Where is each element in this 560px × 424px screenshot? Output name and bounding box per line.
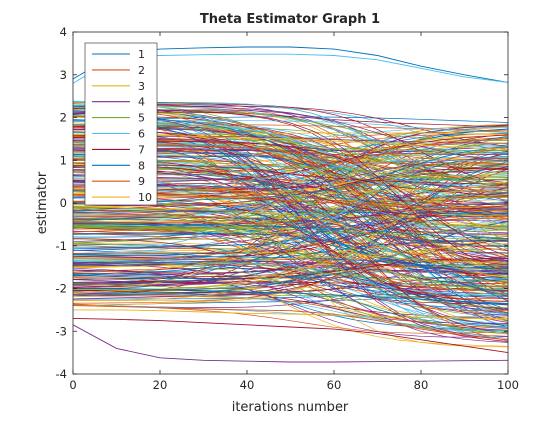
y-tick-label: 3 (60, 68, 67, 82)
series-line-4 (72, 324, 509, 363)
trajectory-line (72, 209, 509, 250)
trajectory-line (72, 196, 508, 233)
trajectory-line (72, 135, 509, 291)
trajectory-line (72, 221, 509, 280)
x-tick-label: 80 (414, 378, 429, 392)
series-line-8 (73, 288, 509, 304)
y-tick-label: -4 (56, 367, 67, 381)
chart-title: Theta Estimator Graph 1 (200, 12, 380, 27)
y-tick-label: -3 (56, 324, 67, 338)
legend-label: 6 (138, 128, 145, 141)
y-tick-label: 2 (60, 111, 67, 125)
y-tick-label: 0 (60, 196, 67, 210)
trajectory-line (72, 209, 509, 302)
trajectory-line (72, 238, 509, 305)
trajectory-line (72, 196, 509, 230)
trajectory-line (72, 168, 509, 228)
legend-items: 1 2 3 4 5 6 7 8 9 10 (92, 48, 152, 204)
trajectory-line (72, 292, 509, 333)
trajectory-line (72, 205, 509, 258)
legend-label: 5 (138, 112, 145, 125)
trajectory-line (72, 264, 509, 302)
trajectory-line (73, 126, 509, 250)
trajectory-line (72, 213, 509, 295)
x-tick-label: 40 (240, 378, 255, 392)
x-axis-label: iterations number (232, 400, 349, 415)
trajectory-line (72, 208, 509, 252)
legend-label: 9 (138, 175, 145, 188)
trajectory-line (72, 251, 509, 297)
series-line-2 (72, 305, 509, 341)
trajectory-line (72, 223, 509, 241)
legend-label: 8 (138, 159, 145, 172)
legend: 1 2 3 4 5 6 7 8 9 10 (84, 42, 158, 206)
x-axis-ticks: 0 20 40 60 80 100 (69, 32, 519, 392)
trajectory-line (72, 205, 509, 278)
trajectory-line (72, 142, 509, 223)
y-tick-label: 4 (60, 25, 67, 39)
legend-label: 1 (138, 48, 145, 61)
trajectory-line (72, 261, 509, 297)
trajectory-line (72, 226, 509, 309)
y-tick-label: -2 (56, 282, 67, 296)
trajectory-line (72, 273, 509, 294)
legend-label: 3 (138, 80, 145, 93)
legend-label: 2 (138, 64, 145, 77)
trajectory-line (72, 145, 509, 262)
series-line-7 (72, 317, 509, 354)
y-axis-label: estimator (35, 171, 50, 234)
legend-label: 10 (138, 191, 152, 204)
trajectory-line (72, 212, 509, 226)
trajectory-line (72, 223, 509, 239)
x-tick-label: 0 (69, 378, 76, 392)
legend-label: 7 (138, 143, 145, 156)
y-axis-ticks: -4 -3 -2 -1 0 1 2 3 4 (56, 25, 508, 381)
y-tick-label: -1 (56, 239, 67, 253)
trajectory-line (72, 182, 509, 250)
trajectory-line (72, 233, 509, 288)
series-line-3 (73, 309, 509, 320)
trajectory-line (72, 249, 509, 332)
trajectory-line (72, 243, 509, 260)
y-tick-label: 1 (60, 153, 67, 167)
trajectory-line (73, 222, 509, 248)
x-tick-label: 100 (497, 378, 519, 392)
x-tick-label: 20 (153, 378, 168, 392)
trajectory-line (72, 232, 509, 283)
x-tick-label: 60 (327, 378, 342, 392)
trajectory-line (72, 209, 509, 214)
trajectory-line (72, 242, 509, 291)
trajectory-line (72, 211, 509, 215)
trajectory-line (72, 304, 509, 318)
trajectory-line (72, 132, 509, 207)
trajectory-line (72, 255, 509, 272)
trajectory-line (72, 283, 509, 335)
legend-label: 4 (138, 96, 145, 109)
trajectory-line (72, 155, 509, 277)
